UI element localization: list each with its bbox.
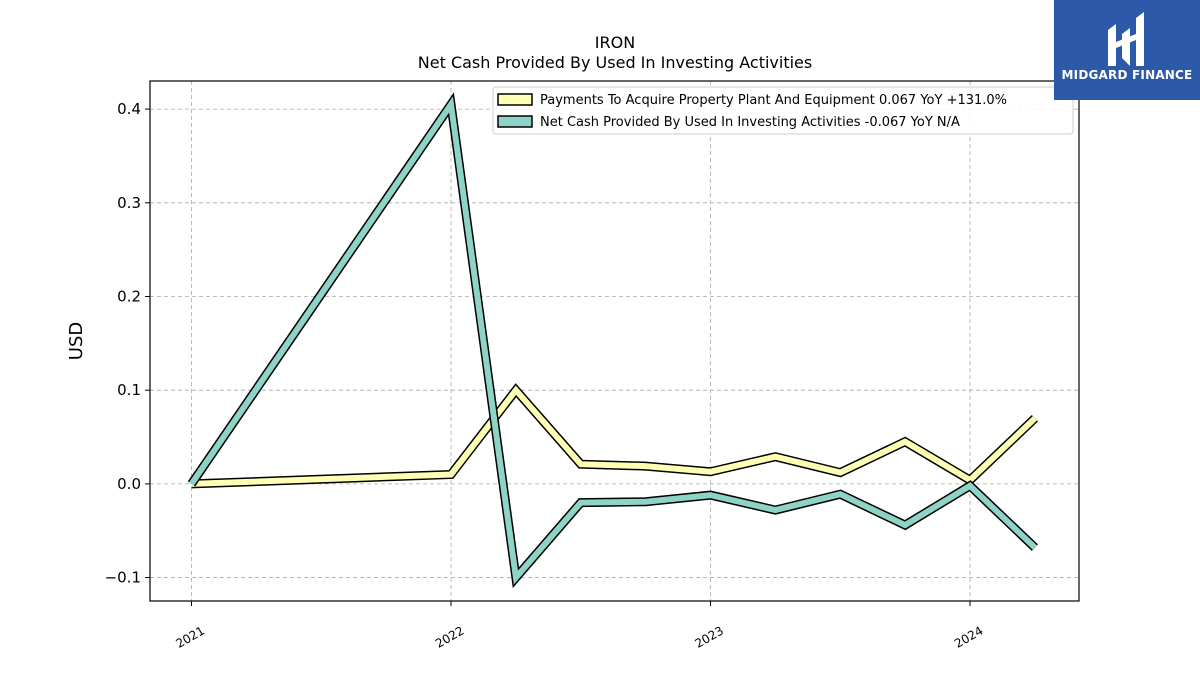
midgard-logo-icon	[1108, 12, 1144, 66]
brand-logo: MIDGARD FINANCE	[1054, 0, 1200, 100]
plot-frame	[149, 80, 1080, 602]
legend-box	[492, 86, 1074, 135]
x-tick-label: 2024	[952, 623, 985, 650]
brand-name: MIDGARD FINANCE	[1061, 68, 1193, 82]
y-tick-label: −0.1	[105, 569, 141, 587]
series-1	[187, 92, 1039, 589]
series-0	[191, 383, 1039, 489]
chart-title: IRON	[595, 33, 635, 52]
series-line-outline	[191, 383, 1039, 489]
y-axis: −0.1 0.0 0.1 0.2 0.3 0.4	[105, 100, 150, 587]
y-tick-label: 0.3	[117, 194, 141, 212]
legend-swatch-net-cash	[497, 115, 533, 128]
series-line	[191, 385, 1037, 487]
legend-entry-payments: Payments To Acquire Property Plant And E…	[540, 93, 1007, 108]
y-axis-label: USD	[66, 322, 87, 360]
x-tick-label: 2021	[174, 623, 207, 650]
series-line-outline	[187, 92, 1039, 589]
legend: Payments To Acquire Property Plant And E…	[492, 86, 1074, 135]
series-layer	[187, 92, 1039, 589]
legend-entry-net-cash: Net Cash Provided By Used In Investing A…	[540, 115, 960, 130]
chart-subtitle: Net Cash Provided By Used In Investing A…	[418, 53, 812, 72]
y-tick-label: 0.1	[117, 381, 141, 399]
x-axis: 2021 2022 2023 2024	[174, 601, 986, 651]
x-tick-label: 2023	[693, 623, 726, 650]
y-tick-label: 0.0	[117, 475, 141, 493]
x-tick-label: 2022	[433, 623, 466, 650]
legend-swatch-payments	[497, 93, 533, 106]
y-tick-label: 0.4	[117, 100, 141, 118]
y-tick-label: 0.2	[117, 287, 141, 305]
series-line	[189, 96, 1037, 585]
